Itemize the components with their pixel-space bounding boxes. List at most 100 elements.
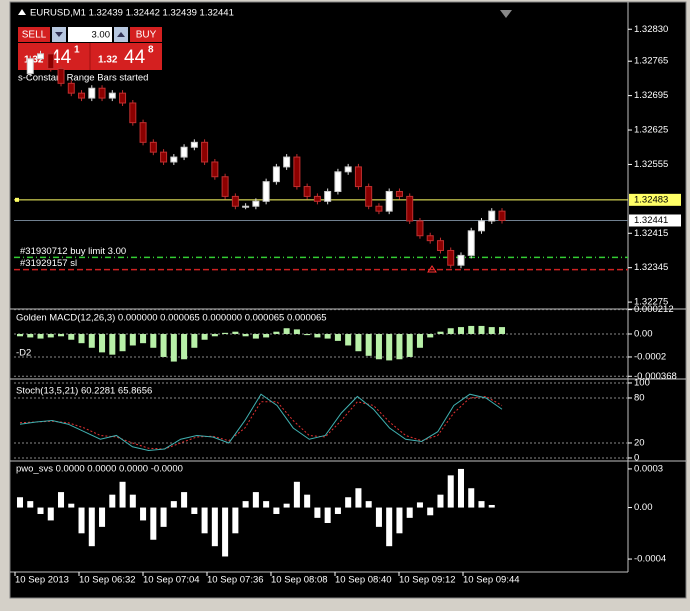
candle <box>447 249 455 266</box>
sell-button[interactable] <box>18 27 50 42</box>
lot-input[interactable] <box>68 27 112 42</box>
hist-bar <box>109 494 116 508</box>
candle <box>416 220 424 237</box>
hist-bar <box>181 333 188 360</box>
x-tick-label: 10 Sep 2013 <box>15 575 69 586</box>
x-tick-label: 10 Sep 07:04 <box>143 575 200 586</box>
hist-bar <box>386 333 393 361</box>
hist-bar <box>396 333 403 360</box>
hist-bar <box>47 507 54 521</box>
stoch-label: Stoch(13,5,21) 60.2281 65.8656 <box>16 386 152 397</box>
hist-bar <box>498 327 506 334</box>
order-label: #31930712 buy limit 3.00 <box>20 246 126 257</box>
hist-bar <box>129 333 136 346</box>
hist-bar <box>16 497 24 508</box>
candle <box>190 141 198 148</box>
y-tick-label: 0.0003 <box>634 463 663 474</box>
hist-bar <box>47 333 54 338</box>
candle <box>57 68 65 84</box>
y-tick-label: 1.32830 <box>634 24 668 35</box>
x-tick-label: 10 Sep 06:32 <box>79 575 136 586</box>
hist-bar <box>273 331 280 334</box>
bid-label: 1.32441 <box>634 215 668 226</box>
chart-title: EURUSD,M1 1.32439 1.32442 1.32439 1.3244… <box>30 8 234 19</box>
candle <box>262 181 270 202</box>
y-tick-label: 1.32345 <box>634 262 668 273</box>
y-tick-label: 0.00 <box>634 502 653 513</box>
candle <box>467 230 475 256</box>
buy-label[interactable]: BUY <box>136 30 157 41</box>
hist-bar <box>365 333 372 356</box>
hist-bar <box>457 468 464 508</box>
hist-bar <box>140 507 147 521</box>
y-tick-label: 80 <box>634 392 645 403</box>
candle <box>88 87 96 99</box>
hist-bar <box>324 333 331 339</box>
hist-bar <box>273 507 280 514</box>
hist-bar <box>201 333 208 340</box>
candle <box>221 176 229 197</box>
hist-bar <box>416 502 423 508</box>
hist-bar <box>78 333 85 344</box>
candle <box>231 195 239 207</box>
hist-bar <box>447 475 454 508</box>
collapse-arrow[interactable] <box>18 9 26 15</box>
hist-bar <box>68 333 75 340</box>
hist-bar <box>222 507 229 557</box>
candle <box>365 186 373 207</box>
candle <box>211 161 219 178</box>
buy-button[interactable] <box>130 27 162 42</box>
hist-bar <box>283 328 290 334</box>
hist-bar <box>314 507 321 518</box>
candle <box>354 166 362 188</box>
candle <box>457 254 465 266</box>
candle <box>180 146 188 158</box>
candle <box>37 53 45 60</box>
hist-bar <box>129 494 136 508</box>
y-tick-label: -0.000368 <box>634 371 677 382</box>
hist-bar <box>457 327 464 334</box>
hist-bar <box>232 331 239 334</box>
candle <box>334 171 342 192</box>
x-tick-label: 10 Sep 09:12 <box>399 575 456 586</box>
hist-bar <box>99 507 106 527</box>
hist-bar <box>16 333 24 337</box>
status-text: s-Constant Range Bars started <box>18 73 148 84</box>
hist-bar <box>37 507 44 514</box>
hist-bar <box>437 331 444 334</box>
lot-value[interactable]: 3.00 <box>92 30 111 41</box>
y-tick-label: 1.32555 <box>634 159 668 170</box>
hist-bar <box>191 507 198 514</box>
y-tick-label: -0.0004 <box>634 554 666 565</box>
highlight-box <box>629 193 681 206</box>
ask-big: 44 <box>124 47 146 68</box>
scroll-marker <box>500 10 512 18</box>
candle <box>488 210 496 222</box>
candle <box>283 156 291 168</box>
ask-point: 8 <box>148 45 154 56</box>
y-tick-label: 1.32625 <box>634 125 668 136</box>
candle <box>242 205 250 208</box>
y-tick-label: 1.32765 <box>634 56 668 67</box>
hist-bar <box>468 325 475 334</box>
hist-bar <box>283 503 290 508</box>
hist-bar <box>99 333 106 353</box>
hist-bar <box>488 504 495 508</box>
candle <box>26 58 34 74</box>
sell-label[interactable]: SELL <box>22 30 47 41</box>
hist-bar <box>27 501 34 508</box>
hist-bar <box>160 507 167 527</box>
bid-big: 44 <box>50 47 72 68</box>
hist-bar <box>437 494 444 508</box>
candle <box>303 186 311 197</box>
hist-bar <box>140 333 147 344</box>
hist-bar <box>345 333 352 346</box>
y-tick-label: 1.32415 <box>634 228 668 239</box>
pwo-label: pwo_svs 0.0000 0.0000 0.0000 -0.0000 <box>16 464 183 475</box>
candle <box>160 151 168 163</box>
candle <box>395 190 403 197</box>
hist-bar <box>58 492 65 508</box>
hist-bar <box>222 332 229 334</box>
candle <box>324 190 332 202</box>
